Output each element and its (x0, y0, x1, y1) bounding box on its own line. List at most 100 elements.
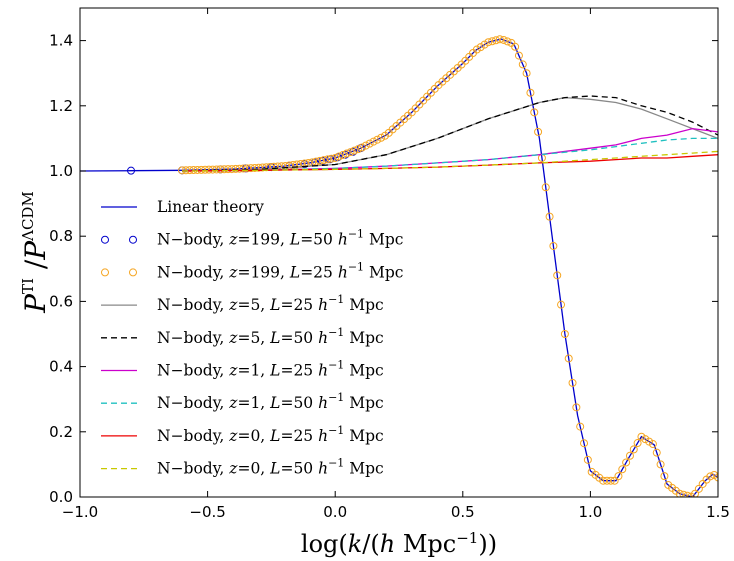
series-2-point (373, 135, 382, 144)
series-2-point (618, 465, 627, 474)
series-2-point (660, 472, 669, 481)
series-2-point (629, 445, 638, 454)
legend-item: N−body, z=1, L=25 h−1 Mpc (101, 359, 384, 380)
series-2-point (377, 133, 386, 142)
series-2-point (622, 458, 631, 467)
y-tick-label: 1.4 (49, 32, 73, 50)
x-tick-label: 1.5 (706, 503, 730, 521)
series-2-point (511, 42, 520, 51)
series-2-point (484, 38, 493, 47)
legend-label: N−body, z=199, L=25 h−1 Mpc (157, 260, 403, 281)
series-2-point (691, 489, 700, 497)
ticks-layer: −1.0 −0.5 0.0 0.5 1.0 1.5 0.0 0.2 0.4 0.6 0.8 1.0 1.… (49, 8, 730, 521)
series-2-point (557, 300, 566, 309)
series-2-point (231, 164, 240, 173)
series-2-point (350, 146, 359, 155)
legend-label: N−body, z=0, L=50 h−1 Mpc (157, 457, 384, 478)
series-2-point (568, 378, 577, 387)
series-2-point (365, 139, 374, 148)
series-2-point (522, 69, 531, 78)
legend-label: N−body, z=1, L=25 h−1 Mpc (157, 359, 384, 380)
series-2-point (526, 88, 535, 97)
series-2-point (602, 476, 611, 485)
legend: Linear theory N−body, z=199, L=50 h−1 Mpc… (101, 198, 403, 478)
series-2-point (354, 145, 363, 154)
series-2-point (319, 156, 328, 165)
legend-marker (129, 268, 137, 277)
series-2-point (361, 141, 370, 150)
series-2-point (289, 160, 298, 169)
legend-label: N−body, z=1, L=50 h−1 Mpc (157, 391, 384, 412)
series-1-point (318, 156, 327, 165)
series-2-point (488, 37, 497, 46)
y-tick-label: 0.4 (49, 358, 73, 376)
legend-marker (101, 235, 109, 244)
series-2-point (625, 451, 634, 460)
series-5-line (182, 127, 718, 172)
series-2-point (220, 165, 229, 174)
series-2-point (358, 143, 366, 152)
series-2-point (216, 165, 225, 174)
series-6-line (182, 137, 718, 172)
x-axis-label: log(k/(h Mpc−1)) (301, 529, 497, 558)
series-2-point (208, 165, 217, 174)
series-2-point (331, 153, 340, 162)
series-2-point (204, 165, 213, 174)
y-tick-label: 0.8 (49, 227, 73, 245)
y-tick-label: 0.2 (49, 423, 73, 441)
legend-label: N−body, z=5, L=50 h−1 Mpc (157, 326, 384, 347)
series-2-point (258, 163, 267, 172)
series-2-point (545, 212, 554, 221)
y-tick-label: 1.2 (49, 97, 73, 115)
series-2-point (518, 60, 527, 69)
legend-item: N−body, z=199, L=25 h−1 Mpc (101, 260, 403, 281)
series-2-point (335, 152, 344, 161)
series-2-point (656, 460, 665, 469)
series-2-point (706, 472, 715, 481)
series-2-point (327, 154, 336, 163)
series-2-point (227, 165, 236, 174)
legend-item: Linear theory (101, 198, 264, 216)
legend-item: N−body, z=199, L=50 h−1 Mpc (101, 228, 403, 249)
series-2-point (679, 490, 688, 497)
series-2-point (201, 165, 210, 174)
series-2-point (683, 491, 692, 497)
series-2-point (243, 164, 252, 173)
series-2-point (224, 165, 233, 174)
series-2-point (648, 440, 657, 449)
series-2-point (530, 108, 539, 117)
legend-label: N−body, z=5, L=25 h−1 Mpc (157, 293, 384, 314)
y-tick-label: 1.0 (49, 162, 73, 180)
series-2-point (315, 156, 324, 165)
series-2-point (499, 35, 508, 44)
series-2-point (549, 241, 558, 250)
x-tick-label: 1.0 (578, 503, 602, 521)
series-2-point (606, 476, 615, 485)
series-2-point (342, 149, 351, 158)
series-2-point (369, 137, 378, 146)
x-tick-label: −1.0 (62, 503, 98, 521)
series-2-point (675, 489, 684, 497)
series-4-line (182, 95, 718, 172)
series-2-point (338, 151, 347, 160)
series-2-point (212, 165, 221, 174)
legend-label: N−body, z=0, L=25 h−1 Mpc (157, 424, 384, 445)
series-2-point (694, 484, 703, 493)
series-2-point (583, 455, 592, 464)
plot-frame (79, 7, 719, 498)
series-3-line (182, 96, 718, 172)
legend-label: Linear theory (157, 198, 264, 216)
series-2-point (296, 159, 305, 168)
legend-marker (101, 268, 109, 277)
x-tick-label: 0.0 (323, 503, 347, 521)
legend-marker (129, 235, 137, 244)
series-2-point (534, 127, 543, 136)
legend-item: N−body, z=1, L=50 h−1 Mpc (101, 391, 384, 412)
series-2-point (576, 422, 585, 431)
series-8-line (182, 150, 718, 172)
legend-item: N−body, z=5, L=50 h−1 Mpc (101, 326, 384, 347)
series-2-point (197, 165, 206, 174)
legend-item: N−body, z=0, L=25 h−1 Mpc (101, 424, 384, 445)
series-2-point (514, 51, 523, 60)
